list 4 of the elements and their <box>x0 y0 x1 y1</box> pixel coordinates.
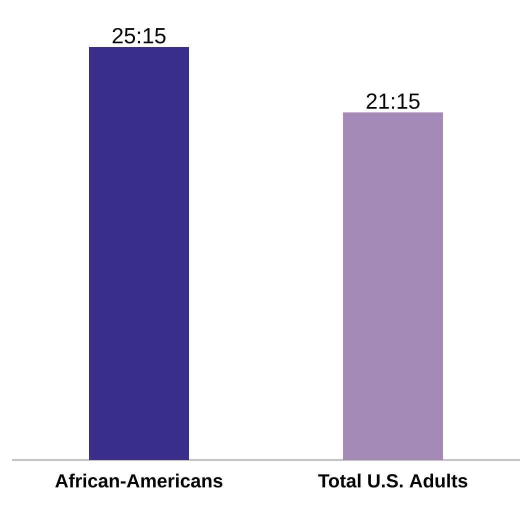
x-tick-label: African-Americans <box>55 474 222 488</box>
x-tick-label: Total U.S. Adults <box>318 474 468 488</box>
data-label: 21:15 <box>366 93 420 109</box>
data-label: 25:15 <box>112 28 166 44</box>
